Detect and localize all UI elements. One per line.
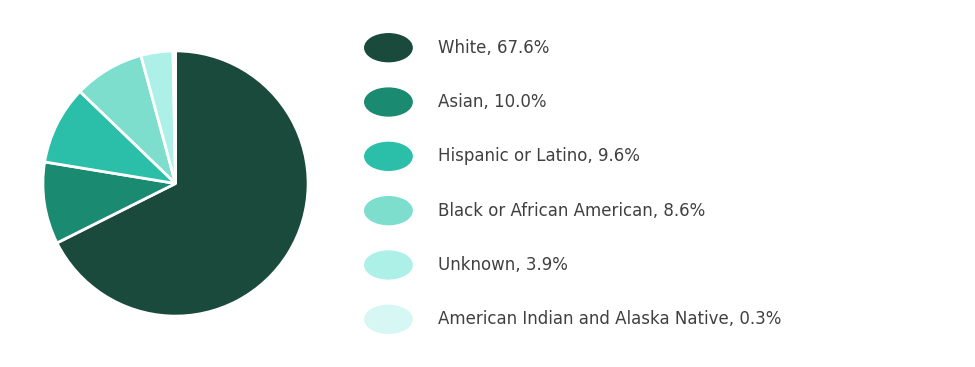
Wedge shape bbox=[80, 55, 176, 184]
Wedge shape bbox=[141, 51, 176, 184]
Circle shape bbox=[365, 197, 412, 225]
Circle shape bbox=[365, 34, 412, 62]
Text: American Indian and Alaska Native, 0.3%: American Indian and Alaska Native, 0.3% bbox=[439, 310, 782, 328]
Text: Unknown, 3.9%: Unknown, 3.9% bbox=[439, 256, 568, 274]
Text: Asian, 10.0%: Asian, 10.0% bbox=[439, 93, 547, 111]
Wedge shape bbox=[43, 162, 176, 243]
Circle shape bbox=[365, 305, 412, 333]
Text: White, 67.6%: White, 67.6% bbox=[439, 39, 550, 57]
Wedge shape bbox=[45, 91, 176, 184]
Circle shape bbox=[365, 251, 412, 279]
Circle shape bbox=[365, 142, 412, 170]
Text: Hispanic or Latino, 9.6%: Hispanic or Latino, 9.6% bbox=[439, 147, 641, 166]
Wedge shape bbox=[57, 51, 308, 316]
Wedge shape bbox=[173, 51, 176, 184]
Circle shape bbox=[365, 88, 412, 116]
Text: Black or African American, 8.6%: Black or African American, 8.6% bbox=[439, 201, 706, 220]
